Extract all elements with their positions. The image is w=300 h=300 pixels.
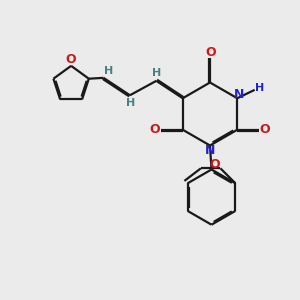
Text: N: N [234, 88, 244, 101]
Text: N: N [205, 144, 215, 158]
Text: H: H [104, 66, 113, 76]
Text: O: O [260, 123, 270, 136]
Text: O: O [205, 46, 216, 59]
Text: H: H [126, 98, 135, 108]
Text: H: H [256, 83, 265, 93]
Text: O: O [150, 123, 160, 136]
Text: O: O [66, 53, 76, 66]
Text: H: H [152, 68, 161, 78]
Text: O: O [210, 158, 220, 171]
